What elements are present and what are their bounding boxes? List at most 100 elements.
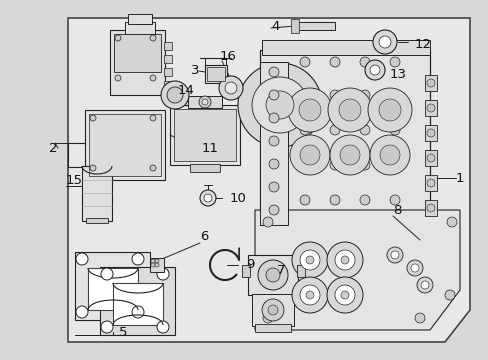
Circle shape: [367, 88, 411, 132]
Circle shape: [155, 263, 159, 267]
Circle shape: [299, 125, 309, 135]
Bar: [260, 50, 429, 225]
Circle shape: [101, 268, 113, 280]
Text: 3: 3: [191, 64, 199, 77]
Circle shape: [340, 256, 348, 264]
Bar: [114, 34, 161, 72]
Circle shape: [167, 87, 183, 103]
Circle shape: [203, 194, 212, 202]
Circle shape: [132, 253, 143, 265]
Bar: [424, 150, 436, 166]
Circle shape: [389, 125, 399, 135]
Circle shape: [305, 291, 313, 299]
Bar: [163, 81, 172, 89]
Bar: [75, 252, 150, 320]
Bar: [174, 109, 236, 161]
Bar: [113, 283, 163, 325]
Circle shape: [289, 135, 329, 175]
Circle shape: [132, 306, 143, 318]
Circle shape: [329, 125, 339, 135]
Bar: [424, 175, 436, 191]
Circle shape: [157, 268, 169, 280]
Bar: [163, 42, 172, 50]
Circle shape: [299, 57, 309, 67]
Text: 8: 8: [392, 203, 401, 216]
Text: 1: 1: [455, 171, 464, 184]
Circle shape: [305, 256, 313, 264]
Circle shape: [369, 135, 409, 175]
Circle shape: [251, 77, 307, 133]
Circle shape: [369, 65, 379, 75]
Circle shape: [390, 251, 398, 259]
Bar: [242, 265, 249, 277]
Circle shape: [334, 285, 354, 305]
Bar: [163, 68, 172, 76]
Circle shape: [115, 75, 121, 81]
Bar: [204, 65, 226, 83]
Circle shape: [115, 35, 121, 41]
Bar: [262, 40, 429, 55]
Circle shape: [364, 60, 384, 80]
Text: 6: 6: [200, 230, 208, 243]
Circle shape: [359, 195, 369, 205]
Bar: [424, 125, 436, 141]
Circle shape: [299, 160, 309, 170]
Circle shape: [267, 305, 278, 315]
Circle shape: [268, 182, 279, 192]
Circle shape: [299, 285, 319, 305]
Circle shape: [389, 57, 399, 67]
Circle shape: [263, 313, 272, 323]
Text: 7: 7: [276, 264, 285, 276]
Circle shape: [406, 260, 422, 276]
Circle shape: [426, 154, 434, 162]
Circle shape: [426, 104, 434, 112]
Circle shape: [202, 99, 207, 105]
Bar: [424, 75, 436, 91]
Circle shape: [150, 165, 156, 171]
Circle shape: [299, 90, 309, 100]
Circle shape: [378, 99, 400, 121]
Circle shape: [327, 88, 371, 132]
Text: 4: 4: [270, 21, 279, 33]
Circle shape: [263, 217, 272, 227]
Bar: [86, 218, 108, 223]
Circle shape: [291, 242, 327, 278]
Text: 12: 12: [414, 39, 431, 51]
Circle shape: [268, 136, 279, 146]
Bar: [150, 258, 163, 272]
Bar: [88, 268, 138, 310]
Text: 14: 14: [178, 84, 195, 96]
Text: 13: 13: [389, 68, 406, 81]
Circle shape: [359, 125, 369, 135]
Bar: [260, 62, 287, 225]
Circle shape: [386, 247, 402, 263]
Bar: [170, 105, 240, 165]
Bar: [163, 55, 172, 63]
Circle shape: [329, 160, 339, 170]
Bar: [254, 324, 290, 332]
Text: 2: 2: [49, 141, 58, 154]
Circle shape: [426, 179, 434, 187]
Circle shape: [157, 321, 169, 333]
Polygon shape: [68, 18, 469, 342]
Circle shape: [334, 250, 354, 270]
Circle shape: [265, 268, 280, 282]
Circle shape: [291, 277, 327, 313]
Circle shape: [326, 277, 362, 313]
Bar: [294, 22, 334, 30]
Circle shape: [224, 82, 237, 94]
Circle shape: [76, 253, 88, 265]
Circle shape: [329, 195, 339, 205]
Circle shape: [338, 99, 360, 121]
Circle shape: [150, 115, 156, 121]
Text: 11: 11: [202, 141, 219, 154]
Circle shape: [329, 57, 339, 67]
Circle shape: [268, 113, 279, 123]
Bar: [247, 255, 297, 295]
Circle shape: [287, 88, 331, 132]
Bar: [251, 294, 293, 326]
Circle shape: [372, 30, 396, 54]
Circle shape: [414, 313, 424, 323]
Bar: [100, 267, 175, 335]
Circle shape: [329, 90, 339, 100]
